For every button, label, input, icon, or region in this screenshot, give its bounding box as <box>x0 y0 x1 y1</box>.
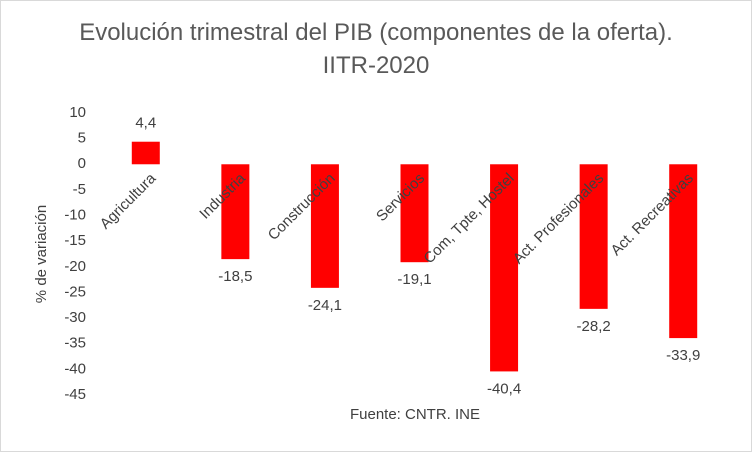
bar <box>310 164 339 288</box>
value-label: 4,4 <box>135 115 156 132</box>
bar <box>221 164 250 260</box>
chart-title: Evolución trimestral del PIB (componente… <box>79 19 673 79</box>
value-label: -24,1 <box>308 297 342 314</box>
y-tick-label: 0 <box>78 155 86 172</box>
y-axis-label: % de variación <box>33 205 50 303</box>
y-tick-label: -40 <box>64 360 86 377</box>
bar <box>131 141 160 165</box>
y-tick-label: -35 <box>64 335 86 352</box>
bar <box>490 164 519 372</box>
value-label: -18,5 <box>218 268 252 285</box>
x-axis-label: Fuente: CNTR. INE <box>350 406 480 423</box>
value-label: -28,2 <box>577 318 611 335</box>
y-tick-label: -15 <box>64 232 86 249</box>
y-tick-label: -45 <box>64 386 86 403</box>
value-label: -33,9 <box>666 347 700 364</box>
y-tick-label: -20 <box>64 258 86 275</box>
bar <box>579 164 608 309</box>
y-tick-label: 5 <box>78 130 86 147</box>
bar <box>669 164 698 339</box>
y-tick-label: -30 <box>64 309 86 326</box>
y-tick-label: -25 <box>64 283 86 300</box>
y-tick-label: -10 <box>64 207 86 224</box>
y-tick-label: 10 <box>69 104 86 121</box>
value-label: -19,1 <box>397 271 431 288</box>
y-tick-label: -5 <box>73 181 86 198</box>
bar <box>400 164 429 263</box>
value-label: -40,4 <box>487 380 521 397</box>
